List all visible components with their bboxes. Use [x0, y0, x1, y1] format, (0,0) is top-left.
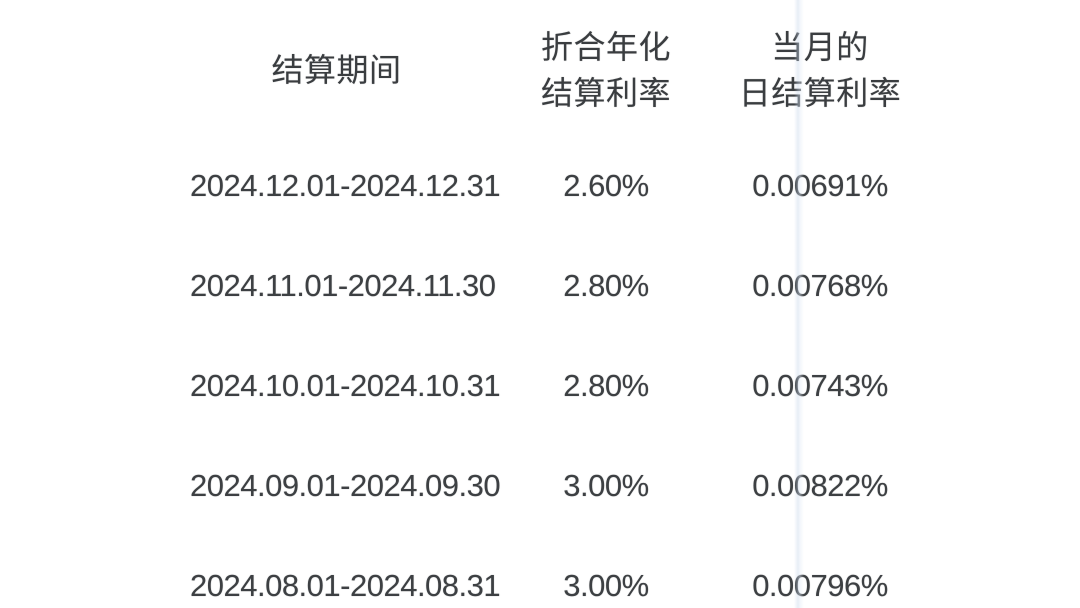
- cell-period: 2024.12.01-2024.12.31: [190, 168, 501, 203]
- cell-annualized-rate: 2.80%: [563, 368, 649, 403]
- cell-annualized-rate: 3.00%: [563, 568, 649, 603]
- cell-annualized-rate: 3.00%: [563, 468, 649, 503]
- table-row: 2024.11.01-2024.11.30 2.80% 0.00768%: [190, 236, 911, 336]
- column-header-period-label: 结算期间: [271, 52, 402, 88]
- table-row: 2024.12.01-2024.12.31 2.60% 0.00691%: [190, 136, 911, 236]
- column-header-annualized-rate-line2: 结算利率: [540, 75, 671, 111]
- cell-annualized-rate: 2.60%: [563, 168, 649, 203]
- column-header-daily-rate: 当月的 日结算利率: [729, 24, 911, 116]
- table-row: 2024.08.01-2024.08.31 3.00% 0.00796%: [190, 536, 911, 608]
- cell-period: 2024.11.01-2024.11.30: [190, 268, 496, 303]
- table-row: 2024.10.01-2024.10.31 2.80% 0.00743%: [190, 336, 911, 436]
- column-header-daily-rate-line1: 当月的: [771, 29, 869, 65]
- cell-annualized-rate: 2.80%: [563, 268, 649, 303]
- table-body: 2024.12.01-2024.12.31 2.60% 0.00691% 202…: [0, 136, 1080, 608]
- cell-period: 2024.08.01-2024.08.31: [190, 568, 501, 603]
- cell-daily-rate: 0.00743%: [752, 368, 888, 403]
- cell-daily-rate: 0.00691%: [752, 168, 888, 203]
- cell-daily-rate: 0.00768%: [752, 268, 888, 303]
- cell-daily-rate: 0.00796%: [752, 568, 888, 603]
- table-row: 2024.09.01-2024.09.30 3.00% 0.00822%: [190, 436, 911, 536]
- cell-period: 2024.09.01-2024.09.30: [190, 468, 501, 503]
- column-header-annualized-rate: 折合年化 结算利率: [483, 24, 729, 116]
- column-header-daily-rate-line2: 日结算利率: [738, 75, 902, 111]
- settlement-rates-table: 结算期间 折合年化 结算利率 当月的 日结算利率 2024.12.01-2024…: [0, 24, 1080, 608]
- column-header-period: 结算期间: [190, 47, 483, 93]
- column-header-annualized-rate-line1: 折合年化: [540, 29, 671, 65]
- cell-period: 2024.10.01-2024.10.31: [190, 368, 501, 403]
- cell-daily-rate: 0.00822%: [752, 468, 888, 503]
- table-header-row: 结算期间 折合年化 结算利率 当月的 日结算利率: [190, 24, 911, 116]
